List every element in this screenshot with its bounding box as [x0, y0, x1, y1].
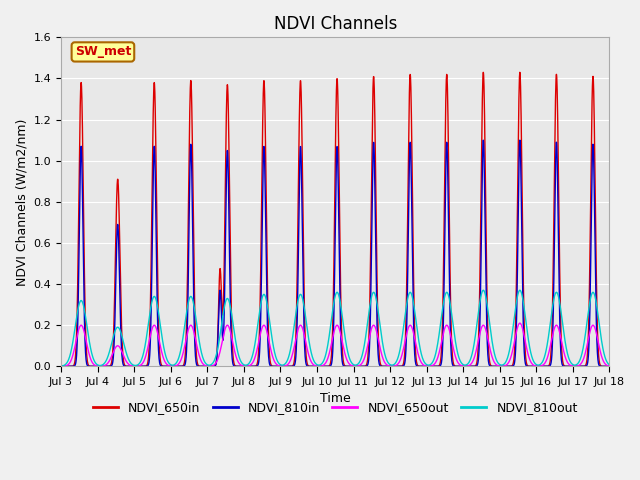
NDVI_810out [605, 362, 613, 368]
NDVI_810out [152, 297, 160, 303]
NDVI_810in [595, 362, 603, 368]
NDVI_650out [605, 363, 613, 369]
NDVI_810out [268, 331, 275, 336]
Line: NDVI_810out: NDVI_810out [61, 290, 609, 366]
NDVI_650in [516, 70, 524, 75]
X-axis label: Time: Time [320, 392, 351, 405]
NDVI_650out [516, 320, 524, 326]
NDVI_650in [291, 350, 299, 356]
NDVI_650out [152, 325, 160, 331]
NDVI_810out [516, 288, 524, 293]
NDVI_810in [605, 363, 613, 369]
NDVI_810out [57, 363, 65, 369]
NDVI_810out [291, 316, 299, 322]
NDVI_650out [57, 363, 65, 369]
NDVI_810in [536, 363, 543, 369]
NDVI_650in [57, 363, 65, 369]
NDVI_650out [291, 340, 299, 346]
Y-axis label: NDVI Channels (W/m2/nm): NDVI Channels (W/m2/nm) [15, 118, 28, 286]
NDVI_810out [120, 340, 127, 346]
NDVI_650in [536, 363, 543, 369]
Title: NDVI Channels: NDVI Channels [273, 15, 397, 33]
Legend: NDVI_650in, NDVI_810in, NDVI_650out, NDVI_810out: NDVI_650in, NDVI_810in, NDVI_650out, NDV… [88, 396, 583, 420]
Text: SW_met: SW_met [75, 46, 131, 59]
Line: NDVI_650in: NDVI_650in [61, 72, 609, 366]
NDVI_650out [595, 342, 603, 348]
NDVI_650in [152, 165, 160, 171]
NDVI_810out [595, 318, 603, 324]
NDVI_810in [291, 360, 299, 366]
NDVI_650in [268, 362, 275, 368]
NDVI_650out [120, 353, 127, 359]
NDVI_650in [605, 363, 613, 369]
NDVI_650out [268, 349, 275, 355]
NDVI_810in [268, 363, 275, 369]
NDVI_650in [595, 355, 603, 361]
NDVI_810in [120, 362, 127, 368]
Line: NDVI_810in: NDVI_810in [61, 140, 609, 366]
NDVI_810in [57, 363, 65, 369]
NDVI_650in [120, 358, 127, 364]
NDVI_810in [516, 137, 524, 143]
Line: NDVI_650out: NDVI_650out [61, 323, 609, 366]
NDVI_650out [536, 363, 543, 369]
NDVI_810out [536, 362, 543, 368]
NDVI_810in [152, 229, 160, 235]
